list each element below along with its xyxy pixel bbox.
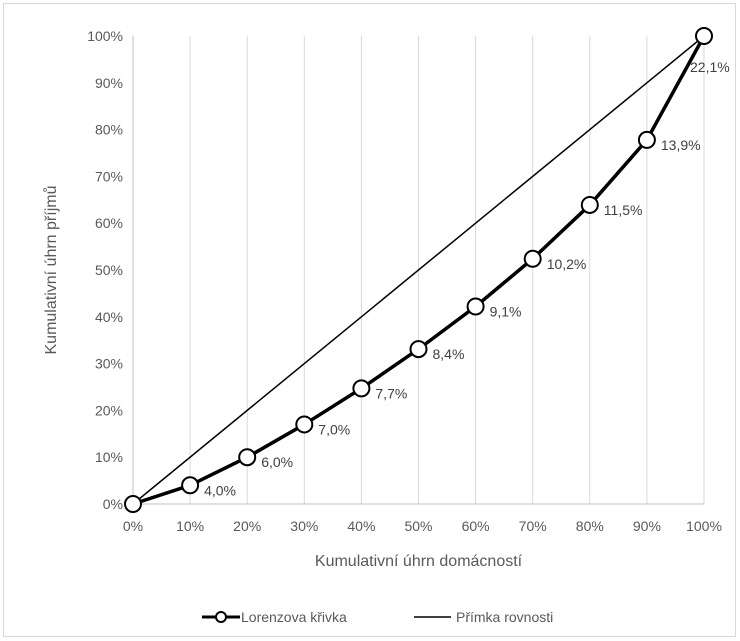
lorenz-point (295, 415, 314, 434)
data-label: 13,9% (661, 137, 701, 153)
data-labels: 4,0% 6,0% 7,0% 7,7% 8,4% 9,1% 10,2% 11,5% 13,9% 2… (204, 59, 730, 498)
y-tick-label: 60% (95, 215, 123, 231)
x-tick-label: 30% (290, 518, 318, 534)
x-tick-label: 40% (347, 518, 375, 534)
lorenz-point (352, 379, 371, 398)
x-axis-title: Kumulativní úhrn domácností (315, 553, 523, 570)
x-tick-label: 90% (633, 518, 661, 534)
y-tick-label: 100% (87, 28, 123, 44)
y-axis-title: Kumulativní úhrn příjmů (42, 186, 60, 355)
lorenz-point (238, 448, 257, 467)
y-tick-label: 0% (103, 496, 123, 512)
x-tick-label: 20% (233, 518, 261, 534)
lorenz-point (466, 297, 485, 316)
x-tick-label: 50% (404, 518, 432, 534)
data-label: 7,0% (318, 421, 350, 437)
lorenz-point (695, 27, 713, 45)
data-label: 8,4% (433, 346, 465, 362)
x-tick-labels: 0% 10% 20% 30% 40% 50% 60% 70% 80% 90% 100% (123, 518, 722, 534)
y-tick-label: 20% (95, 402, 123, 418)
data-label: 10,2% (547, 256, 587, 272)
legend-label-lorenz: Lorenzova křivka (241, 609, 347, 625)
data-label: 7,7% (375, 385, 407, 401)
y-tick-labels: 0% 10% 20% 30% 40% 50% 60% 70% 80% 90% 100% (87, 28, 123, 512)
lorenz-point (409, 340, 428, 359)
x-tick-label: 70% (519, 518, 547, 534)
chart-frame (3, 3, 736, 637)
data-label: 9,1% (490, 304, 522, 320)
data-label: 6,0% (261, 454, 293, 470)
lorenz-point (181, 476, 200, 495)
lorenz-point (580, 195, 599, 214)
y-tick-label: 10% (95, 449, 123, 465)
y-tick-label: 70% (95, 168, 123, 184)
x-tick-label: 60% (462, 518, 490, 534)
lorenz-point (124, 495, 142, 513)
x-tick-label: 100% (686, 518, 722, 534)
legend-item-equality: Přímka rovnosti (414, 609, 553, 625)
legend: Lorenzova křivka Přímka rovnosti (202, 609, 553, 625)
legend-item-lorenz: Lorenzova křivka (202, 609, 347, 625)
axes (132, 36, 704, 505)
y-tick-label: 40% (95, 309, 123, 325)
y-tick-label: 90% (95, 75, 123, 91)
equality-line (132, 35, 705, 505)
series-markers (124, 27, 713, 513)
x-tick-label: 10% (176, 518, 204, 534)
x-tick-label: 80% (576, 518, 604, 534)
y-tick-label: 30% (95, 356, 123, 372)
x-tick-label: 0% (123, 518, 143, 534)
y-tick-label: 50% (95, 262, 123, 278)
lorenz-point (637, 130, 656, 149)
data-label: 4,0% (204, 482, 236, 498)
lorenz-point (523, 249, 542, 268)
legend-label-equality: Přímka rovnosti (456, 609, 553, 625)
y-tick-label: 80% (95, 122, 123, 138)
data-label: 11,5% (604, 202, 643, 218)
data-label: 22,1% (690, 59, 730, 75)
